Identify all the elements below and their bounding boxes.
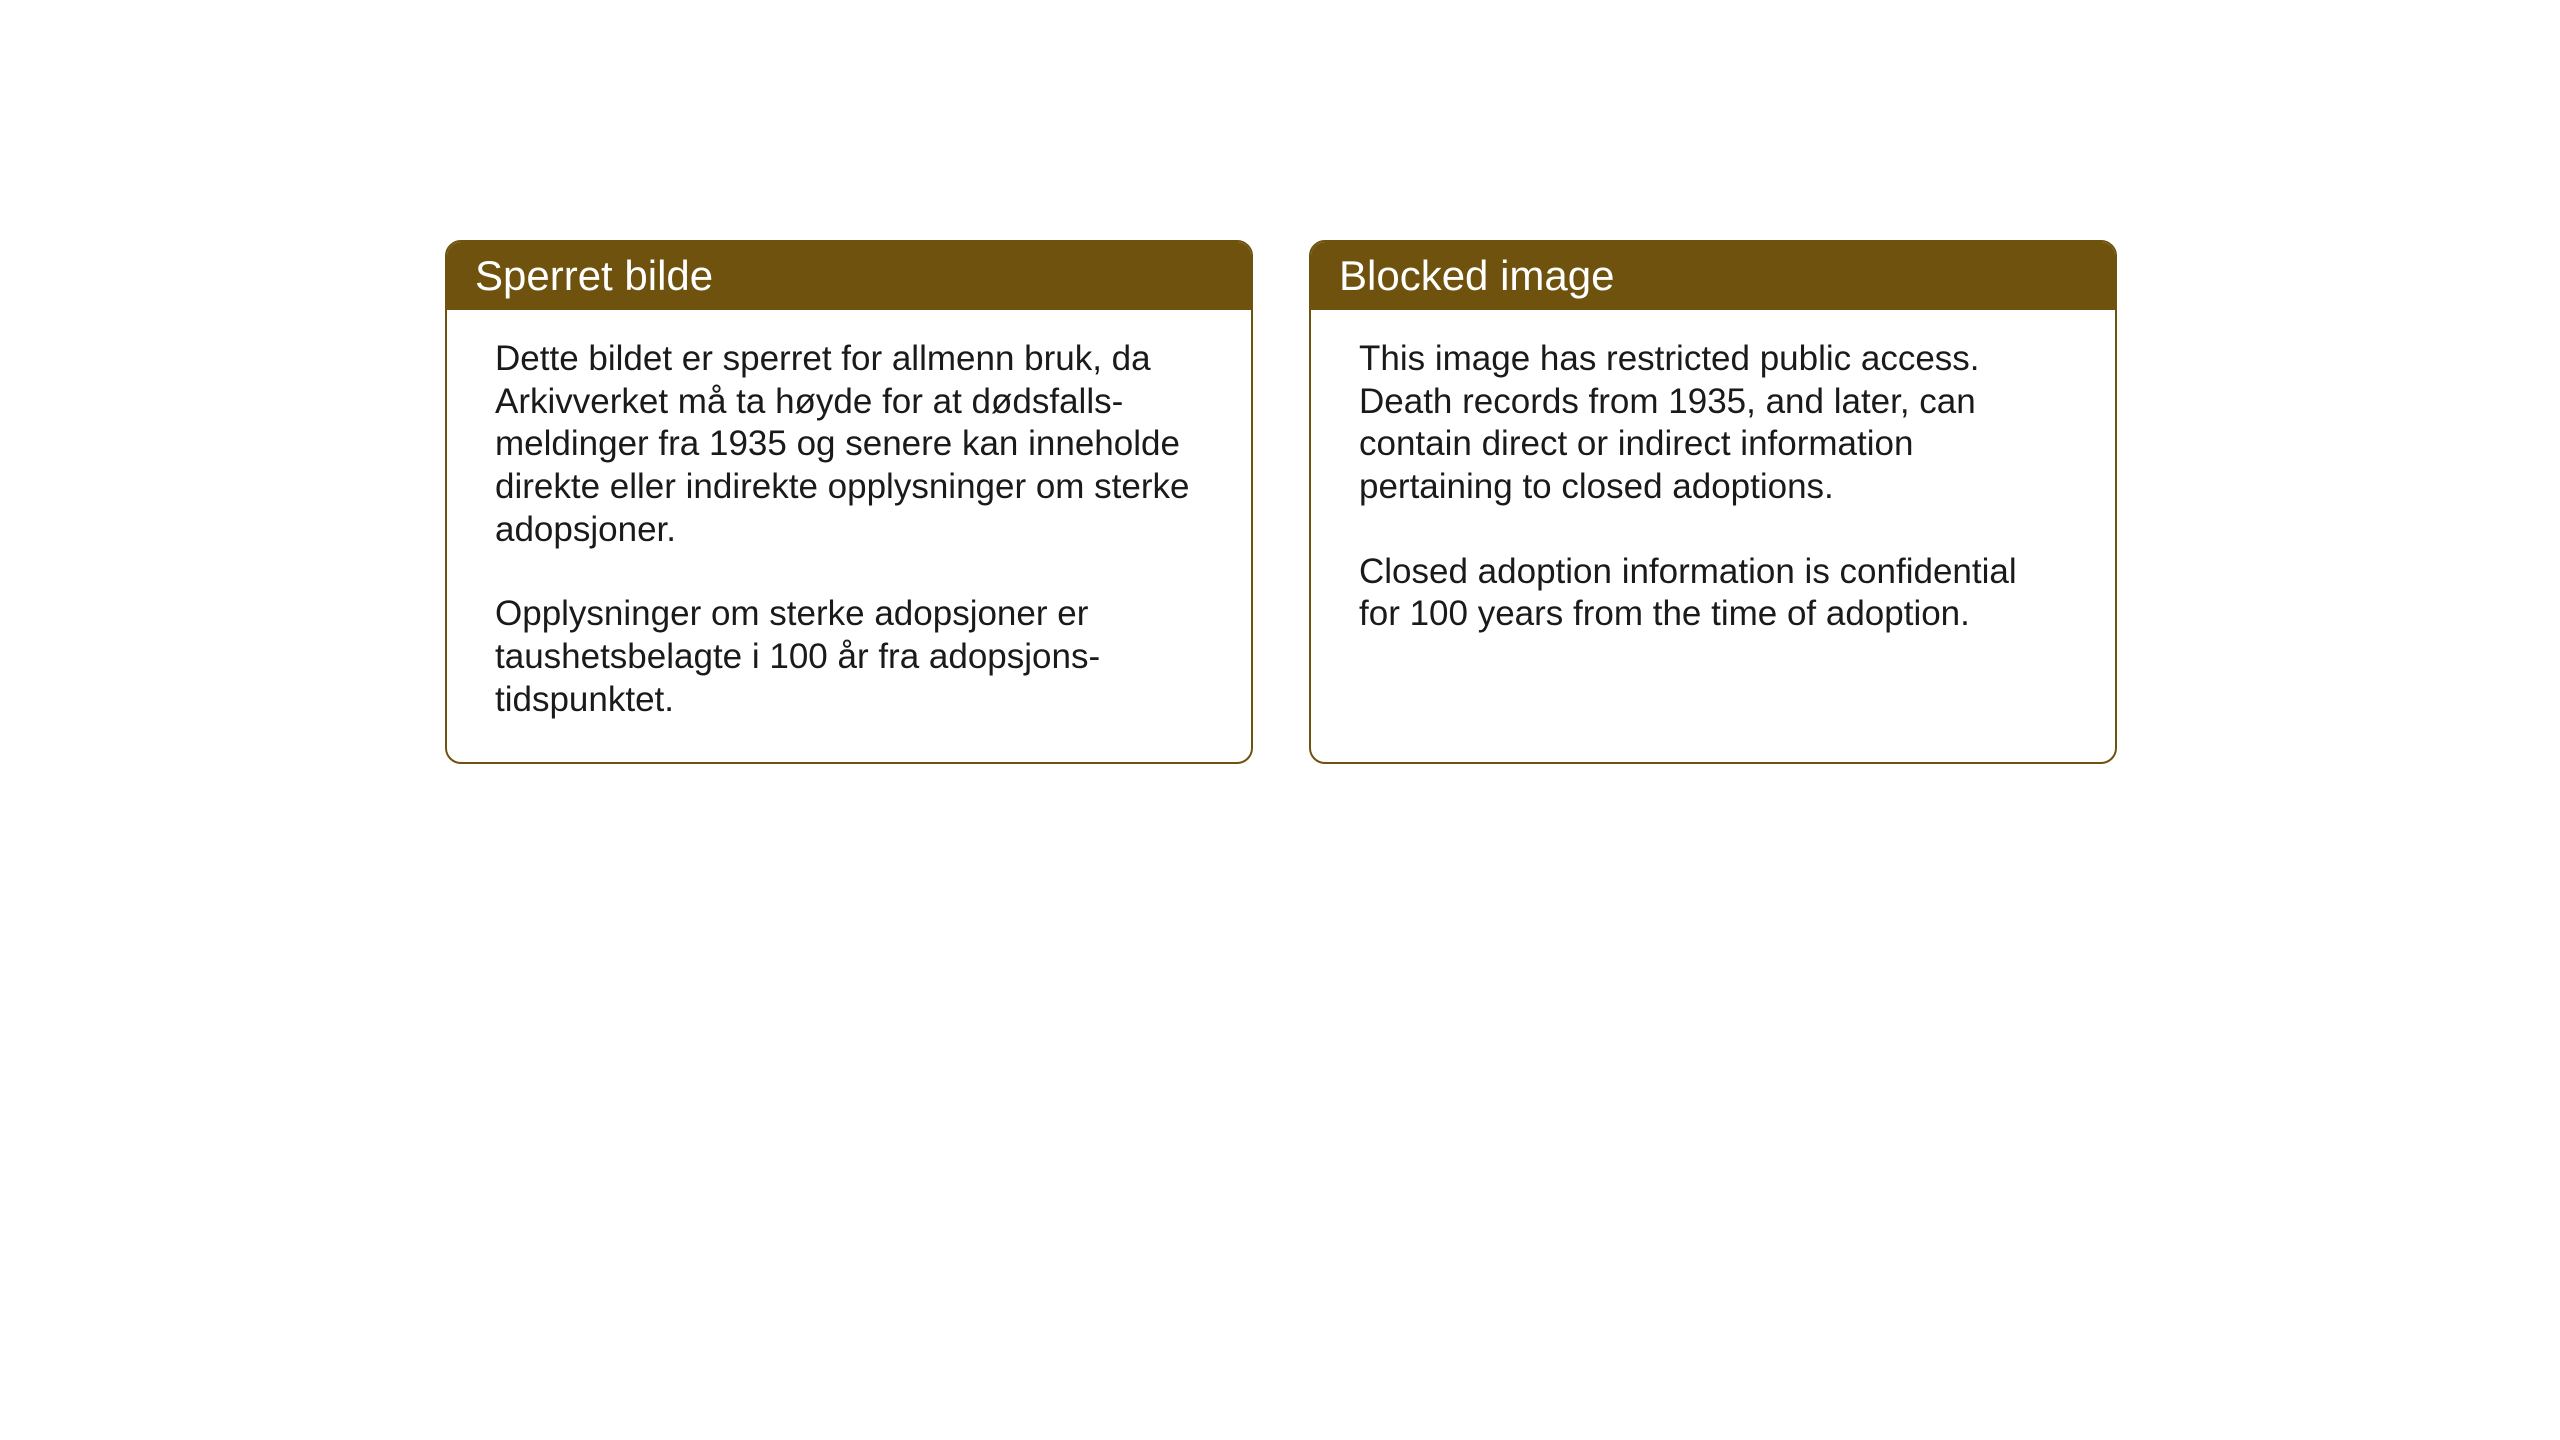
norwegian-card-body: Dette bildet er sperret for allmenn bruk… xyxy=(447,310,1251,762)
english-notice-card: Blocked image This image has restricted … xyxy=(1309,240,2117,764)
norwegian-paragraph-1: Dette bildet er sperret for allmenn bruk… xyxy=(495,338,1203,551)
english-card-title: Blocked image xyxy=(1311,242,2115,310)
english-paragraph-2: Closed adoption information is confident… xyxy=(1359,551,2067,636)
english-card-body: This image has restricted public access.… xyxy=(1311,310,2115,716)
norwegian-card-title: Sperret bilde xyxy=(447,242,1251,310)
english-paragraph-1: This image has restricted public access.… xyxy=(1359,338,2067,509)
notice-cards-container: Sperret bilde Dette bildet er sperret fo… xyxy=(445,240,2117,764)
norwegian-notice-card: Sperret bilde Dette bildet er sperret fo… xyxy=(445,240,1253,764)
norwegian-paragraph-2: Opplysninger om sterke adopsjoner er tau… xyxy=(495,593,1203,721)
